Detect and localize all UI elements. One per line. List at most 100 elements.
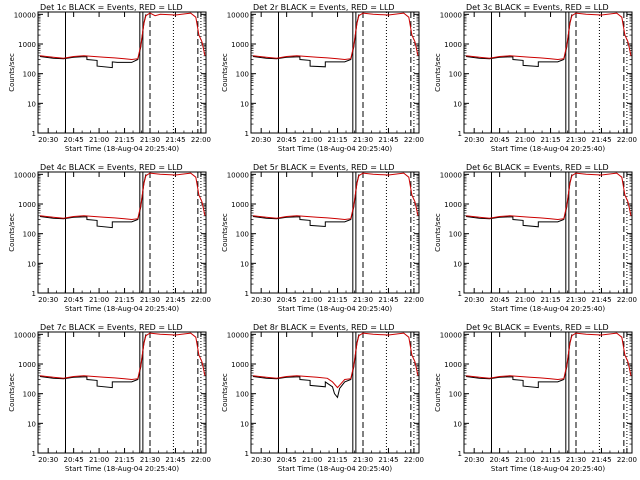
panel-title: Det 2r BLACK = Events, RED = LLD xyxy=(253,3,395,12)
x-tick-label: 21:30 xyxy=(140,136,160,144)
y-tick-label: 10000 xyxy=(14,171,36,179)
x-tick-label: 21:15 xyxy=(540,456,560,464)
x-axis-label: Start Time (18-Aug-04 20:25:40) xyxy=(278,305,392,313)
lld-series-line xyxy=(465,12,632,61)
x-tick-label: 21:15 xyxy=(540,296,560,304)
y-tick-label: 1000 xyxy=(231,361,249,369)
y-tick-label: 10 xyxy=(453,420,462,428)
y-tick-label: 10 xyxy=(240,100,249,108)
x-tick-label: 20:45 xyxy=(277,296,297,304)
y-tick-label: 100 xyxy=(449,71,462,79)
panel-3: Det 3c BLACK = Events, RED = LLD 1 10 100 10… xyxy=(434,3,637,153)
x-tick-label: 22:00 xyxy=(191,456,211,464)
events-series-line xyxy=(252,334,360,399)
lld-series-line xyxy=(465,332,632,381)
lld-series-line xyxy=(465,172,632,221)
x-tick-label: 21:30 xyxy=(566,296,586,304)
y-tick-label: 1 xyxy=(245,130,249,138)
x-tick-label: 20:30 xyxy=(464,296,484,304)
x-tick-label: 20:30 xyxy=(251,296,271,304)
lld-series-line xyxy=(252,172,419,221)
y-tick-label: 100 xyxy=(236,71,249,79)
y-tick-label: 1000 xyxy=(444,201,462,209)
plot-frame xyxy=(463,331,633,454)
x-tick-label: 21:45 xyxy=(591,296,611,304)
panel-2: Det 2r BLACK = Events, RED = LLD 1 10 100 10… xyxy=(221,3,424,153)
x-tick-label: 21:45 xyxy=(378,296,398,304)
x-axis-label: Start Time (18-Aug-04 20:25:40) xyxy=(278,465,392,473)
y-tick-label: 1 xyxy=(32,290,36,298)
lld-series-line xyxy=(252,12,419,61)
x-tick-label: 21:00 xyxy=(302,456,322,464)
x-tick-label: 21:00 xyxy=(302,136,322,144)
x-tick-label: 21:30 xyxy=(353,136,373,144)
x-tick-label: 20:45 xyxy=(277,136,297,144)
y-tick-label: 1000 xyxy=(231,201,249,209)
y-tick-label: 10000 xyxy=(14,331,36,339)
y-tick-label: 100 xyxy=(23,71,36,79)
x-tick-label: 21:00 xyxy=(515,296,535,304)
y-tick-label: 1 xyxy=(458,450,462,458)
x-axis-label: Start Time (18-Aug-04 20:25:40) xyxy=(491,465,605,473)
panel-title: Det 1c BLACK = Events, RED = LLD xyxy=(40,3,183,12)
y-tick-label: 10 xyxy=(27,100,36,108)
events-series-line xyxy=(252,174,360,228)
x-tick-label: 21:30 xyxy=(353,296,373,304)
panel-title: Det 8r BLACK = Events, RED = LLD xyxy=(253,323,395,332)
y-tick-label: 10000 xyxy=(440,171,462,179)
y-tick-label: 1 xyxy=(32,450,36,458)
x-axis-label: Start Time (18-Aug-04 20:25:40) xyxy=(491,305,605,313)
plot-frame xyxy=(250,11,420,134)
y-tick-label: 1 xyxy=(458,130,462,138)
y-tick-label: 100 xyxy=(236,231,249,239)
x-tick-label: 21:15 xyxy=(327,456,347,464)
x-tick-label: 22:00 xyxy=(617,296,637,304)
y-tick-label: 10 xyxy=(453,100,462,108)
plot-frame xyxy=(37,11,207,134)
x-tick-label: 20:45 xyxy=(64,456,84,464)
y-tick-label: 100 xyxy=(449,231,462,239)
y-tick-label: 100 xyxy=(23,391,36,399)
y-tick-label: 10000 xyxy=(227,171,249,179)
x-tick-label: 20:30 xyxy=(464,136,484,144)
plot-frame xyxy=(463,171,633,294)
panel-6: Det 6c BLACK = Events, RED = LLD 1 10 100 10… xyxy=(434,163,637,313)
x-tick-label: 22:00 xyxy=(404,136,424,144)
x-tick-label: 21:30 xyxy=(353,456,373,464)
x-tick-label: 21:45 xyxy=(165,136,185,144)
panel-8: Det 8r BLACK = Events, RED = LLD 1 10 100 10… xyxy=(221,323,424,473)
x-tick-label: 20:30 xyxy=(251,456,271,464)
y-axis-label: Counts/sec xyxy=(8,53,16,92)
panel-7: Det 7c BLACK = Events, RED = LLD 1 10 100 10… xyxy=(8,323,211,473)
y-axis-label: Counts/sec xyxy=(221,373,229,412)
y-tick-label: 10 xyxy=(27,420,36,428)
x-tick-label: 21:15 xyxy=(540,136,560,144)
y-tick-label: 10 xyxy=(240,420,249,428)
y-axis-label: Counts/sec xyxy=(221,53,229,92)
x-tick-label: 21:00 xyxy=(515,456,535,464)
plot-frame xyxy=(250,331,420,454)
panel-title: Det 6c BLACK = Events, RED = LLD xyxy=(466,163,609,172)
x-tick-label: 22:00 xyxy=(404,456,424,464)
y-tick-label: 10000 xyxy=(227,11,249,19)
y-tick-label: 10000 xyxy=(440,11,462,19)
panel-title: Det 4c BLACK = Events, RED = LLD xyxy=(40,163,183,172)
x-tick-label: 22:00 xyxy=(617,456,637,464)
panel-5: Det 5r BLACK = Events, RED = LLD 1 10 100 10… xyxy=(221,163,424,313)
y-tick-label: 10 xyxy=(453,260,462,268)
panel-1: Det 1c BLACK = Events, RED = LLD 1 10 100 10… xyxy=(8,3,211,153)
y-tick-label: 10 xyxy=(27,260,36,268)
x-tick-label: 20:30 xyxy=(464,456,484,464)
x-tick-label: 22:00 xyxy=(404,296,424,304)
x-tick-label: 21:30 xyxy=(566,136,586,144)
panel-9: Det 9c BLACK = Events, RED = LLD 1 10 100 10… xyxy=(434,323,637,473)
y-tick-label: 1000 xyxy=(18,201,36,209)
y-axis-label: Counts/sec xyxy=(8,373,16,412)
x-tick-label: 21:00 xyxy=(89,136,109,144)
x-axis-label: Start Time (18-Aug-04 20:25:40) xyxy=(491,145,605,153)
lld-series-line xyxy=(39,332,206,381)
x-tick-label: 21:45 xyxy=(378,456,398,464)
y-axis-label: Counts/sec xyxy=(434,373,442,412)
y-axis-label: Counts/sec xyxy=(221,213,229,252)
